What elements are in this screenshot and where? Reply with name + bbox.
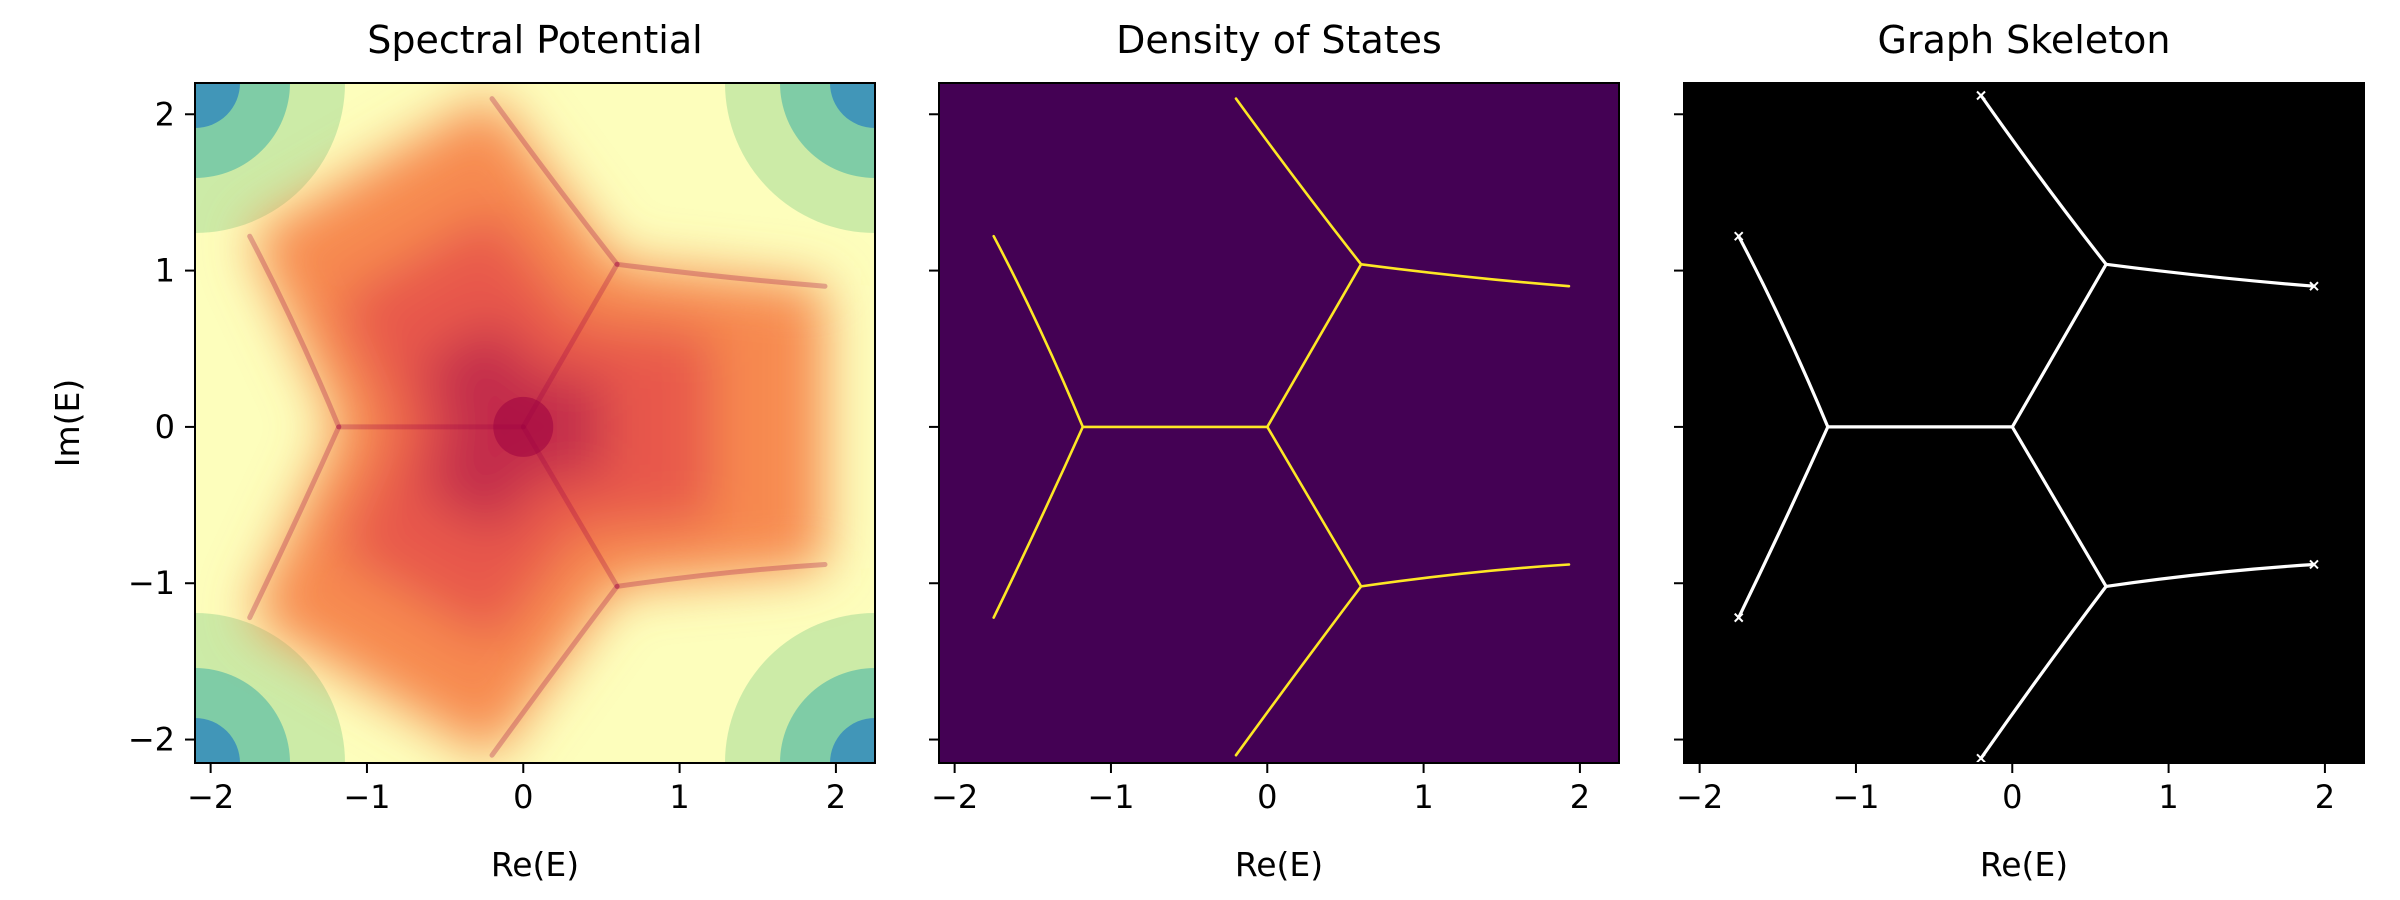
corner-glow	[830, 718, 875, 763]
skeleton-edge	[1737, 425, 1830, 620]
x-tick-label: −2	[931, 778, 978, 816]
corner-glow	[195, 718, 240, 763]
x-axis-label: Re(E)	[491, 845, 579, 884]
skeleton-endpoint	[1734, 612, 1744, 623]
skeleton-edge	[1979, 584, 2108, 760]
x-tick-label: 2	[1570, 778, 1590, 816]
ridge-line	[520, 424, 620, 589]
ridge-line	[614, 562, 828, 589]
skeleton-endpoint	[2309, 281, 2319, 291]
axes-frame	[1683, 82, 2365, 764]
corner-glow	[830, 83, 875, 128]
x-tick-label: 2	[2315, 778, 2335, 816]
axes-frame	[938, 82, 1620, 764]
skeleton-edge	[1737, 234, 1830, 429]
ridge-line	[247, 424, 342, 621]
x-tick-label: 1	[669, 778, 689, 816]
x-tick-label: 1	[2158, 778, 2178, 816]
x-tick-label: −1	[1087, 778, 1134, 816]
x-tick-label: −2	[187, 778, 234, 816]
density-line	[1359, 563, 1571, 588]
density-line	[1266, 425, 1363, 588]
heatmap-corner-glow	[195, 83, 875, 763]
density-background	[939, 83, 1619, 763]
ridge-line	[614, 261, 828, 289]
spectral-heatmap	[195, 83, 875, 763]
x-tick-label: 1	[1413, 778, 1433, 816]
skeleton-endpoint	[2309, 559, 2319, 570]
x-tick-label: 0	[1257, 778, 1277, 816]
x-tick-label: −2	[1676, 778, 1723, 816]
axis-ticks: −2 −1 0 1 2	[929, 113, 1590, 816]
x-axis-label: Re(E)	[1235, 845, 1323, 884]
ridge-line	[247, 233, 342, 430]
x-tick-label: −1	[343, 778, 390, 816]
ridge-line	[489, 583, 620, 758]
axes-frame	[194, 82, 876, 764]
axis-ticks: −2 −1 0 1 2 −2 −1 0 1 2	[128, 95, 846, 816]
y-axis-label: Im(E)	[48, 379, 87, 467]
y-tick-label: 2	[155, 95, 175, 133]
skeleton-lines	[1734, 90, 2319, 763]
skeleton-edge	[2104, 262, 2316, 288]
y-tick-label: 1	[155, 252, 175, 290]
axis-ticks: −2 −1 0 1 2	[1674, 113, 2335, 816]
heatmap-ridges	[247, 96, 828, 758]
x-axis-label: Re(E)	[1980, 845, 2068, 884]
potential-minimum	[493, 396, 554, 457]
chart-title: Spectral Potential	[367, 18, 702, 62]
density-line	[1234, 97, 1363, 266]
x-tick-label: 0	[2002, 778, 2022, 816]
chart-title: Graph Skeleton	[1878, 18, 2171, 62]
panel-graph-skeleton: −2 −1 0 1 2 Graph Skeleton Re(E)	[1674, 18, 2365, 884]
skeleton-edge	[1979, 93, 2108, 266]
skeleton-edge	[2104, 562, 2316, 588]
density-line	[1234, 585, 1363, 757]
corner-glow	[195, 83, 240, 128]
panel-density-of-states: −2 −1 0 1 2 Density of States Re(E)	[929, 18, 1620, 884]
skeleton-background	[1684, 83, 2364, 763]
skeleton-edge	[2010, 425, 2108, 588]
chart-title: Density of States	[1116, 18, 1442, 62]
skeleton-endpoint	[1976, 90, 1986, 101]
ridge-line	[520, 261, 620, 430]
density-line	[992, 425, 1085, 619]
y-tick-label: 0	[155, 408, 175, 446]
x-tick-label: 0	[513, 778, 533, 816]
density-lines	[992, 97, 1571, 757]
y-tick-label: −1	[128, 564, 175, 602]
skeleton-edge	[2010, 262, 2108, 429]
skeleton-endpoint	[1734, 231, 1744, 241]
ridge-line	[489, 96, 620, 267]
x-tick-label: −1	[1832, 778, 1879, 816]
skeleton-endpoint	[1976, 753, 1986, 763]
y-tick-label: −2	[128, 721, 175, 759]
density-line	[1359, 263, 1571, 288]
density-line	[992, 234, 1085, 429]
x-tick-label: 2	[826, 778, 846, 816]
density-line	[1266, 263, 1363, 429]
